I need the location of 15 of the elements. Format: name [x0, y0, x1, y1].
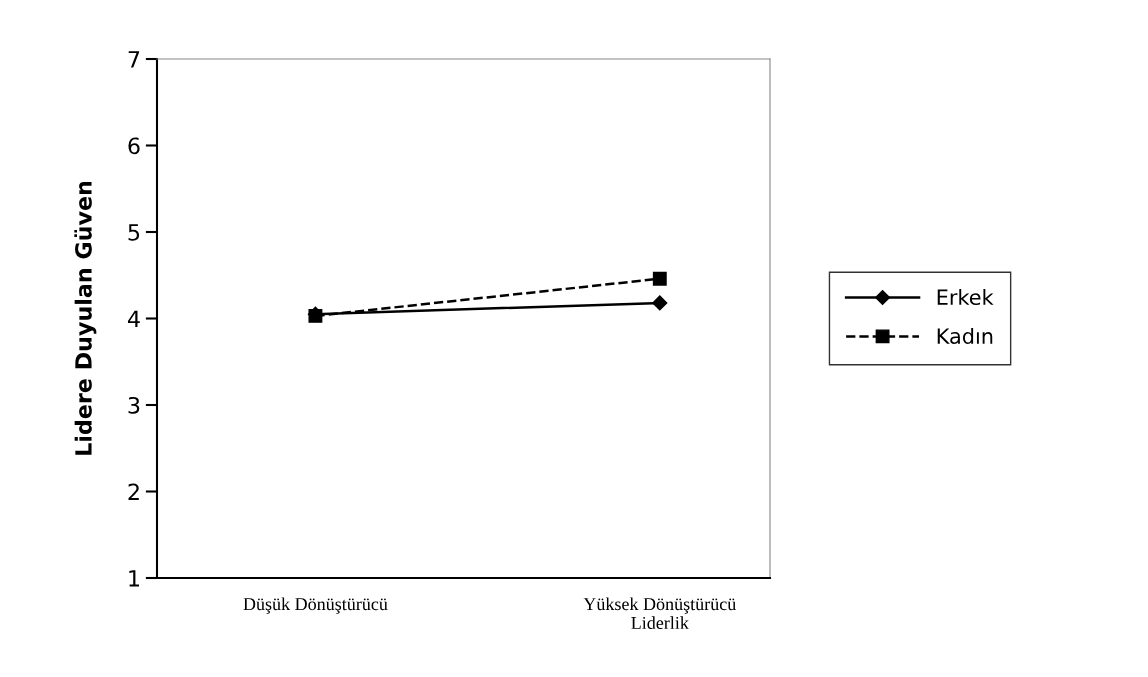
- y-tick-label: 4: [127, 310, 140, 327]
- y-tick-label: 3: [128, 396, 140, 414]
- point: [308, 308, 323, 323]
- point: [652, 271, 667, 286]
- y-tick-label: 5: [128, 224, 140, 241]
- y-tick-label: 1: [129, 570, 139, 587]
- x-tick-label: Yüksek Dönüştürücü Liderlik: [583, 597, 736, 630]
- y-axis-title: Lidere Duyulan Güven: [74, 181, 97, 455]
- y-tick-label: 6: [128, 137, 140, 155]
- legend-label: Erkek: [937, 288, 994, 306]
- y-tick-label: 2: [128, 483, 139, 500]
- point: [652, 295, 668, 311]
- legend-label: Kadın: [937, 327, 993, 344]
- x-tick-label: Düşük Dönüştürücü: [243, 597, 388, 614]
- y-tick-label: 7: [128, 51, 140, 68]
